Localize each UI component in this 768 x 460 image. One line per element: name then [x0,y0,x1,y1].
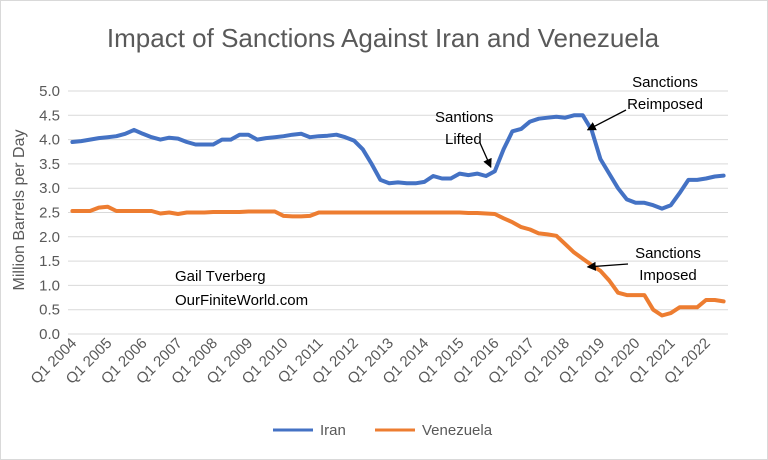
annotation-text: Santions [435,109,493,126]
annotation-arrow [586,261,629,271]
y-tick-label: 2.0 [39,229,60,246]
y-tick-label: 2.5 [39,205,60,222]
annotation-text: Sanctions [632,74,698,91]
y-tick-label: 4.5 [39,107,60,124]
y-tick-label: 0.0 [39,326,60,343]
series-line-iran [70,113,726,211]
chart-title: Impact of Sanctions Against Iran and Ven… [107,23,660,53]
series-line-venezuela [70,204,726,318]
legend-label-iran: Iran [320,422,346,439]
annotation-text: Imposed [639,267,697,284]
annotation-arrow [479,142,492,169]
annotation-text: Sanctions [635,245,701,262]
y-axis-ticks: 0.0 0.5 1.0 1.5 2.0 2.5 3.0 3.5 4.0 4.5 5.0 [39,83,60,343]
watermark: Gail Tverberg OurFiniteWorld.com [175,268,308,309]
y-tick-label: 0.5 [39,302,60,319]
legend: Iran Venezuela [273,422,493,439]
y-tick-label: 3.5 [39,156,60,173]
annotations: Santions Lifted Sanctions Reimposed Sanction… [435,74,703,284]
annotation-text: Reimposed [627,96,703,113]
watermark-line-1: Gail Tverberg [175,268,266,285]
legend-label-venezuela: Venezuela [422,422,493,439]
y-tick-label: 4.0 [39,132,60,149]
y-tick-label: 1.0 [39,277,60,294]
y-axis-label: Million Barrels per Day [11,130,28,291]
gridlines [68,90,728,335]
y-tick-label: 3.0 [39,180,60,197]
y-tick-label: 1.5 [39,253,60,270]
series-lines [70,113,726,318]
annotation-arrow [586,109,627,131]
annotation-text: Lifted [445,131,482,148]
watermark-line-2: OurFiniteWorld.com [175,292,308,309]
y-tick-label: 5.0 [39,83,60,100]
